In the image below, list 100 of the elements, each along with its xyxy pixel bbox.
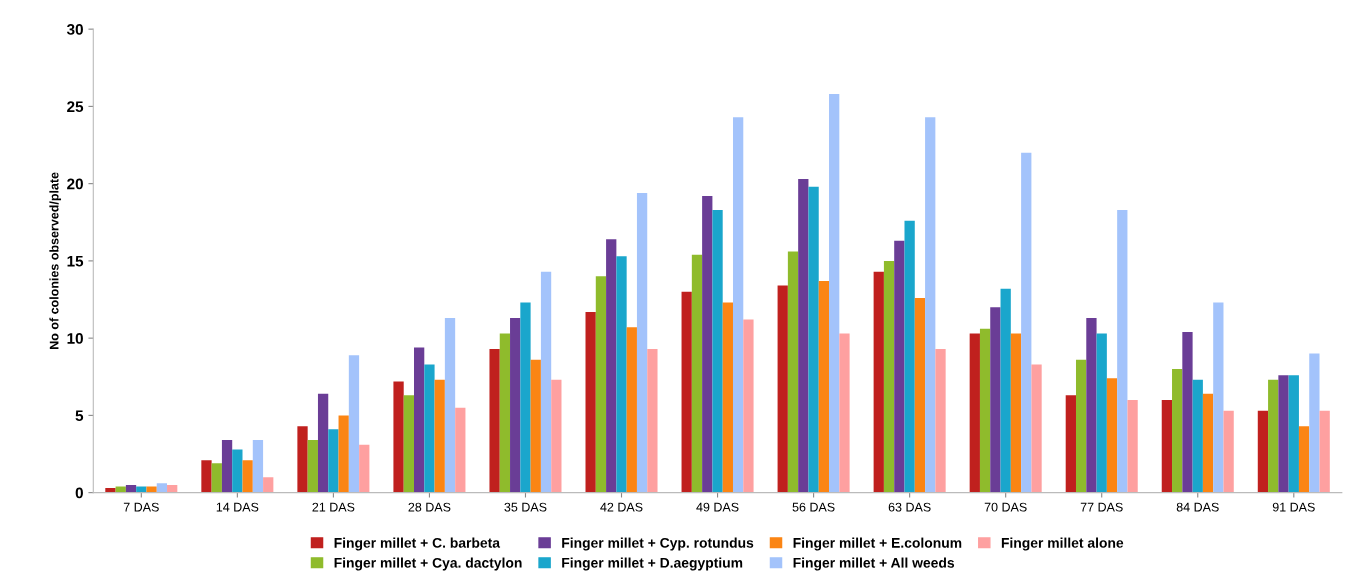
bar [221,440,233,493]
y-axis-title: No of colonies observed/plate [49,172,62,349]
bar [1298,426,1310,493]
legend-label: Finger millet + E.colonum [793,537,962,551]
bar [1257,410,1269,493]
bar [1000,288,1011,493]
x-tick-label: 35 DAS [504,502,547,512]
bar [798,179,809,493]
bar [702,196,713,493]
bar [489,348,500,493]
bar [307,440,318,493]
x-tick-label: 56 DAS [792,502,835,512]
y-tick-label: 25 [67,101,84,113]
bar [444,318,456,493]
bar [1010,333,1022,493]
bar [201,460,212,493]
bar [722,302,733,493]
bar [1031,364,1042,493]
bar [904,220,915,493]
bar [818,280,830,493]
bar [787,251,799,493]
bar [232,449,243,493]
bar [242,460,253,493]
bar [1161,399,1173,493]
bar [647,348,658,493]
bar [359,444,370,493]
y-tick-label: 15 [67,255,84,267]
bar [1192,379,1203,493]
legend-label: Finger millet alone [1001,537,1124,551]
bar [894,240,905,493]
bar [743,319,754,493]
bar [1172,369,1183,493]
bar [1182,331,1193,493]
legend-label: Finger millet + D.aegyptium [562,557,743,571]
bar [873,271,884,493]
legend-label: Finger millet + C. barbeta [334,537,501,551]
x-tick-label: 14 DAS [216,502,259,512]
bar [681,291,692,493]
bar [455,407,466,493]
bar [595,276,607,493]
x-tick-label: 70 DAS [984,502,1027,512]
bar [1288,375,1299,493]
bar [414,347,425,493]
bar [1075,359,1087,493]
bar [626,327,637,493]
bar [979,328,991,493]
bar [146,486,157,493]
bar [530,359,541,493]
x-tick-label: 77 DAS [1080,502,1123,512]
y-tick-label: 0 [75,487,83,499]
bar [691,254,703,493]
bar [914,297,926,493]
bar [616,256,627,493]
bar [156,483,168,493]
bar [1086,318,1097,493]
bar [1106,378,1118,493]
y-tick-label: 5 [75,410,84,422]
bar [1127,399,1138,493]
bar [1202,393,1214,493]
bar [606,239,617,493]
bar [1319,410,1330,493]
bar [348,355,360,493]
bar [328,429,339,493]
y-tick-label: 20 [67,178,83,190]
bar [1268,379,1279,493]
legend-label: Finger millet + Cya. dactylon [334,557,522,571]
bar [636,192,648,493]
bar [211,463,222,493]
bar [1117,209,1128,493]
bar [551,379,562,493]
bar [1065,395,1076,493]
bar [317,393,329,493]
bar [540,271,552,493]
bar [520,302,531,493]
bar [403,395,414,493]
bar [935,348,946,493]
bar [829,94,840,493]
bar [1309,353,1320,493]
legend-label: Finger millet + Cyp. rotundus [562,537,754,551]
x-tick-label: 49 DAS [696,502,739,512]
bar [732,117,744,493]
bar [1021,152,1032,493]
bar [252,440,264,493]
x-tick-label: 7 DAS [123,502,159,512]
bar [839,333,850,493]
bar [585,311,596,493]
bar [1278,375,1289,493]
x-tick-label: 63 DAS [888,502,931,512]
bar [1096,333,1107,493]
bar [712,209,723,493]
bar [297,426,308,493]
bar [969,333,980,493]
bar [883,260,895,493]
bar [393,381,404,493]
bar [136,486,147,493]
y-tick-label: 30 [66,24,83,35]
x-tick-label: 28 DAS [408,502,451,512]
bar [510,318,521,493]
bar [424,364,435,493]
bar [777,285,788,493]
